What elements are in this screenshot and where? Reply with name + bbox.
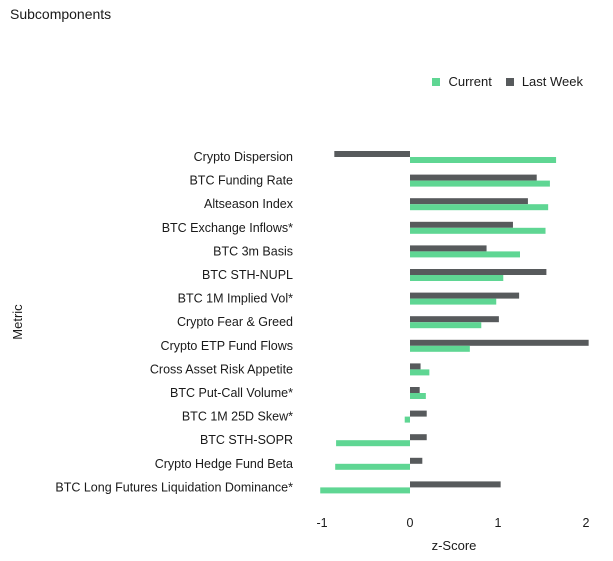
bar-current-btc-put-call-volume — [410, 393, 426, 399]
bar-last-week-btc-1m-implied-vol — [410, 292, 520, 299]
legend-label-last-week: Last Week — [521, 74, 583, 89]
bar-last-week-crypto-etp-fund-flows — [410, 339, 589, 346]
category-label-btc-3m-basis: BTC 3m Basis — [213, 244, 293, 258]
bar-current-crypto-hedge-fund-beta — [335, 463, 410, 470]
x-tick-label: 1 — [495, 516, 502, 530]
category-label-btc-long-futures-liquidation-dominance: BTC Long Futures Liquidation Dominance* — [55, 480, 293, 494]
bar-last-week-btc-funding-rate — [410, 174, 537, 181]
bar-last-week-btc-1m-25d-skew — [410, 410, 427, 417]
bar-current-btc-1m-implied-vol — [410, 298, 497, 305]
legend-item-last-week: Last Week — [505, 74, 583, 89]
category-label-btc-sth-nupl: BTC STH-NUPL — [202, 268, 293, 282]
legend: Current Last Week — [418, 74, 583, 89]
category-label-crypto-fear-greed: Crypto Fear & Greed — [177, 315, 293, 329]
legend-swatch-current — [432, 77, 441, 86]
bar-last-week-crypto-fear-greed — [410, 316, 499, 323]
category-label-btc-funding-rate: BTC Funding Rate — [189, 174, 293, 188]
category-label-crypto-etp-fund-flows: Crypto ETP Fund Flows — [161, 339, 293, 353]
chart-title: Subcomponents — [10, 6, 112, 22]
bar-current-btc-1m-25d-skew — [404, 416, 410, 423]
bar-current-crypto-dispersion — [410, 157, 557, 163]
bar-last-week-btc-3m-basis — [410, 245, 487, 252]
x-tick-label: 2 — [583, 516, 590, 530]
category-label-crypto-hedge-fund-beta: Crypto Hedge Fund Beta — [155, 457, 293, 471]
category-label-cross-asset-risk-appetite: Cross Asset Risk Appetite — [150, 362, 293, 376]
bar-last-week-btc-sth-sopr — [410, 434, 427, 441]
bar-last-week-altseason-index — [410, 198, 528, 205]
category-label-btc-exchange-inflows: BTC Exchange Inflows* — [162, 221, 293, 235]
category-label-btc-1m-25d-skew: BTC 1M 25D Skew* — [182, 410, 293, 424]
bar-last-week-btc-put-call-volume — [410, 387, 420, 393]
bar-current-btc-funding-rate — [410, 180, 550, 187]
bar-current-altseason-index — [410, 204, 549, 211]
category-label-btc-sth-sopr: BTC STH-SOPR — [200, 433, 293, 447]
category-label-crypto-dispersion: Crypto Dispersion — [194, 150, 293, 164]
category-label-btc-1m-implied-vol: BTC 1M Implied Vol* — [178, 292, 293, 306]
bar-current-btc-exchange-inflows — [410, 227, 546, 234]
bar-current-crypto-etp-fund-flows — [410, 345, 470, 352]
legend-label-current: Current — [448, 74, 492, 89]
bar-last-week-btc-sth-nupl — [410, 269, 547, 275]
x-axis-label: z-Score — [432, 538, 477, 553]
bar-last-week-cross-asset-risk-appetite — [410, 363, 421, 370]
category-label-altseason-index: Altseason Index — [204, 197, 294, 211]
bar-current-cross-asset-risk-appetite — [410, 369, 430, 376]
bar-current-btc-3m-basis — [410, 251, 520, 258]
bar-current-btc-long-futures-liquidation-dominance — [320, 487, 410, 494]
y-axis-label: Metric — [10, 304, 25, 340]
x-tick-label: -1 — [316, 516, 327, 530]
bar-current-btc-sth-nupl — [410, 275, 504, 281]
legend-item-current: Current — [432, 74, 492, 89]
category-label-btc-put-call-volume: BTC Put-Call Volume* — [170, 386, 293, 400]
bar-last-week-btc-long-futures-liquidation-dominance — [410, 481, 501, 488]
bar-last-week-btc-exchange-inflows — [410, 221, 513, 228]
bar-current-btc-sth-sopr — [336, 440, 410, 447]
legend-swatch-last-week — [505, 77, 514, 86]
x-tick-label: 0 — [407, 516, 414, 530]
bar-current-crypto-fear-greed — [410, 322, 482, 329]
bar-last-week-crypto-hedge-fund-beta — [410, 457, 423, 464]
bar-last-week-crypto-dispersion — [334, 151, 410, 157]
